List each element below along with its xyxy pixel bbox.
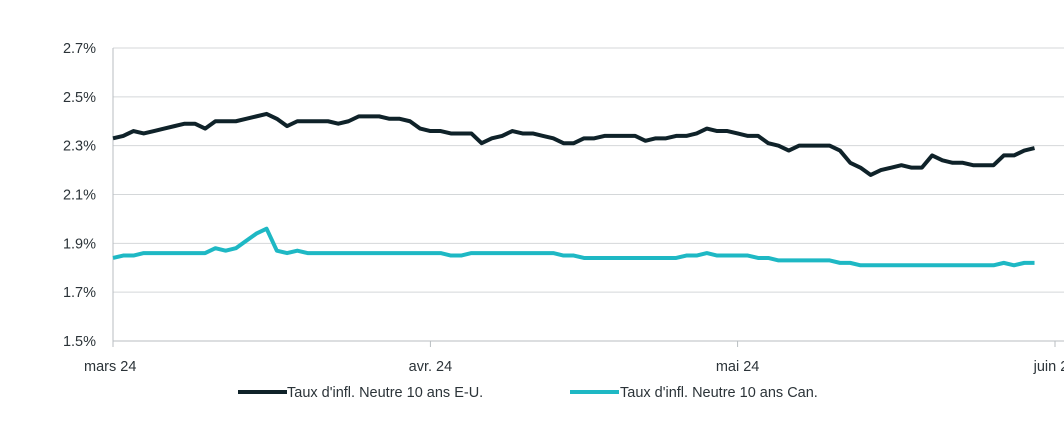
series-line-us-breakeven (112, 111, 1035, 177)
legend: Taux d'infl. Neutre 10 ans E-U. Taux d'in… (238, 385, 818, 401)
axes (112, 48, 1064, 347)
y-tick-label: 1.9% (63, 236, 96, 252)
y-axis-tick-labels: 2.7% 2.5% 2.3% 2.1% 1.9% 1.7% 1.5% (63, 41, 96, 350)
y-tick-label: 2.7% (63, 41, 96, 57)
legend-label: Taux d'infl. Neutre 10 ans Can. (620, 385, 818, 401)
y-tick-label: 2.3% (63, 139, 96, 155)
x-tick-label: juin 24 (1033, 359, 1064, 375)
legend-item: Taux d'infl. Neutre 10 ans Can. (570, 385, 818, 401)
x-tick-label: mars 24 (84, 359, 136, 375)
y-tick-label: 1.5% (63, 334, 96, 350)
x-tick-label: avr. 24 (409, 359, 453, 375)
legend-item: Taux d'infl. Neutre 10 ans E-U. (238, 385, 483, 401)
x-tick-label: mai 24 (716, 359, 760, 375)
series-line-can-breakeven (112, 226, 1035, 268)
data-series (112, 111, 1035, 268)
x-axis-tick-labels: mars 24 avr. 24 mai 24 juin 24 (84, 359, 1064, 375)
y-tick-label: 2.1% (63, 188, 96, 204)
y-tick-label: 1.7% (63, 285, 96, 301)
y-tick-label: 2.5% (63, 90, 96, 106)
legend-label: Taux d'infl. Neutre 10 ans E-U. (287, 385, 483, 401)
gridlines (113, 47, 1064, 293)
